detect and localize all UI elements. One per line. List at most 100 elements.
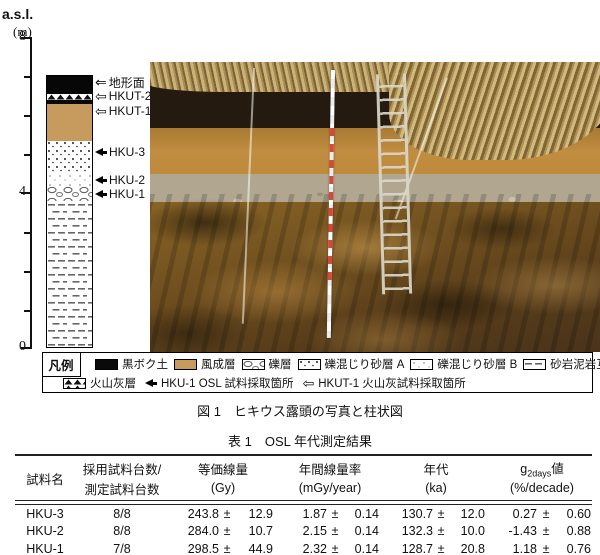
filled-arrow-icon xyxy=(95,190,107,198)
cell-de-err: 44.9 xyxy=(248,541,273,555)
marker-hkut1-label: HKUT-1 xyxy=(108,104,152,118)
pm-sign: ± xyxy=(223,506,231,521)
legend-label: 礫層 xyxy=(268,359,292,371)
marker-hku2: HKU-2 xyxy=(95,172,145,188)
legend-box: 凡例 黒ボク土 風成層 礫層 礫混じり砂層 A 礫混じり砂層 B xyxy=(41,351,600,393)
open-arrow-icon: ⇦ xyxy=(302,375,315,391)
cell-dr: 2.15 xyxy=(302,524,327,539)
header-separator xyxy=(15,500,592,505)
cell-count: 8/8 xyxy=(113,524,131,539)
legend-item-gravelly-sand-a: 礫混じり砂層 A xyxy=(297,356,404,372)
marker-hkut2: ⇦ HKUT-2 xyxy=(95,88,151,104)
pm-sign: ± xyxy=(437,524,445,539)
double-arrow-icon: ⇐ xyxy=(95,74,107,90)
legend-label: 火山灰層 xyxy=(90,378,136,390)
cell-dr-err: 0.14 xyxy=(354,506,379,521)
pm-sign: ± xyxy=(223,541,231,555)
legend-label: 黒ボク土 xyxy=(122,359,168,371)
axis-tick-1m xyxy=(24,310,32,312)
layer-kuroboku-soil xyxy=(47,76,92,94)
pm-sign: ± xyxy=(223,524,231,539)
legend-label: 礫混じり砂層 B xyxy=(437,359,518,371)
cell-dr-err: 0.14 xyxy=(354,541,379,555)
header-equivalent-dose: 等価線量 xyxy=(197,462,248,477)
pm-sign: ± xyxy=(437,541,445,555)
axis-label-8: 8 xyxy=(19,29,26,44)
pm-sign: ± xyxy=(331,524,339,539)
header-age: 年代 xyxy=(423,462,449,477)
dots-b-swatch xyxy=(410,358,434,370)
cell-sample: HKU-2 xyxy=(26,524,64,539)
black-swatch xyxy=(95,358,118,370)
legend-item-gravel: 礫層 xyxy=(241,356,292,372)
marker-hku3: HKU-3 xyxy=(95,144,145,160)
cell-sample: HKU-1 xyxy=(26,541,64,555)
stratigraphic-column xyxy=(46,75,93,348)
pm-sign: ± xyxy=(542,541,550,555)
layer-sandstone-mudstone xyxy=(47,201,92,347)
header-equivalent-dose-unit: (Gy) xyxy=(210,481,236,495)
cell-de-err: 12.9 xyxy=(248,506,273,521)
tephra-swatch xyxy=(63,377,86,389)
pm-sign: ± xyxy=(542,506,550,521)
marker-hkut2-label: HKUT-2 xyxy=(108,89,152,103)
cell-g: 0.27 xyxy=(512,506,537,521)
header-g-value: g2days値 xyxy=(520,461,564,479)
layer-kuroboku-soil-lower xyxy=(47,100,92,104)
layer-gravelly-sand-b xyxy=(47,173,92,186)
cell-age-err: 10.0 xyxy=(460,524,485,539)
axis-unit: (m) xyxy=(13,24,32,39)
header-g-value-unit: (%/decade) xyxy=(510,481,574,495)
legend-label: HKUT-1 火山灰試料採取箇所 xyxy=(318,378,466,390)
osl-table: 試料名 採用試料台数/ 測定試料台数 等価線量 (Gy) 年間線量率 (mGy/… xyxy=(15,454,592,555)
open-arrow-icon: ⇦ xyxy=(95,88,107,104)
legend-item-tephra: 火山灰層 xyxy=(63,375,136,391)
axis-tick-8m xyxy=(21,37,32,39)
layer-eolian xyxy=(47,104,92,141)
cell-age: 128.7 xyxy=(401,541,433,555)
header-count-line1: 採用試料台数/ xyxy=(82,462,162,477)
open-arrow-icon: ⇦ xyxy=(95,103,107,119)
table-row: HKU-1 7/8 298.5 ± 44.9 2.32 ± 0.14 128.7… xyxy=(15,540,592,555)
legend-item-tephra-sample: ⇦ HKUT-1 火山灰試料採取箇所 xyxy=(302,375,465,391)
table-caption: 表 1 OSL 年代測定結果 xyxy=(228,434,372,449)
filled-arrow-icon xyxy=(145,379,157,387)
cell-de: 284.0 xyxy=(187,524,219,539)
table-header: 試料名 採用試料台数/ 測定試料台数 等価線量 (Gy) 年間線量率 (mGy/… xyxy=(15,456,592,498)
marker-hku1: HKU-1 xyxy=(95,186,145,202)
legend-item-gravelly-sand-b: 礫混じり砂層 B xyxy=(410,356,517,372)
pm-sign: ± xyxy=(542,524,550,539)
header-sample: 試料名 xyxy=(26,472,64,487)
axis-tick-7m xyxy=(24,76,32,78)
axis-label-0: 0 xyxy=(19,339,26,354)
marker-hku2-label: HKU-2 xyxy=(109,173,146,187)
dash-swatch xyxy=(523,358,547,370)
cell-g: -1.43 xyxy=(508,524,538,539)
axis-tick-2m xyxy=(24,271,32,273)
axis-tick-0m xyxy=(21,347,32,349)
filled-arrow-icon xyxy=(95,176,107,184)
cell-g-err: 0.76 xyxy=(566,541,591,555)
marker-hkut1: ⇦ HKUT-1 xyxy=(95,103,151,119)
cell-g-err: 0.88 xyxy=(566,524,591,539)
cell-count: 8/8 xyxy=(113,506,131,521)
header-count-line2: 測定試料台数 xyxy=(84,482,160,497)
marker-surface-label: 地形面 xyxy=(108,75,145,90)
marker-hku1-label: HKU-1 xyxy=(109,187,146,201)
cell-dr-err: 0.14 xyxy=(354,524,379,539)
layer-tephra xyxy=(47,94,92,100)
legend-item-eolian: 風成層 xyxy=(174,356,236,372)
ladder xyxy=(376,73,413,295)
dots-a-swatch xyxy=(297,358,321,370)
marker-hku3-label: HKU-3 xyxy=(109,145,146,159)
table-row: HKU-2 8/8 284.0 ± 10.7 2.15 ± 0.14 132.3… xyxy=(15,523,592,541)
tan-swatch xyxy=(174,358,197,370)
cell-dr: 1.87 xyxy=(302,506,327,521)
cell-sample: HKU-3 xyxy=(26,506,64,521)
layer-gravel xyxy=(47,186,92,201)
pm-sign: ± xyxy=(437,506,445,521)
photo-rock-texture xyxy=(150,194,600,352)
table-row: HKU-3 8/8 243.8 ± 12.9 1.87 ± 0.14 130.7… xyxy=(15,505,592,523)
legend-label: 砂岩泥岩互層 xyxy=(550,359,600,371)
